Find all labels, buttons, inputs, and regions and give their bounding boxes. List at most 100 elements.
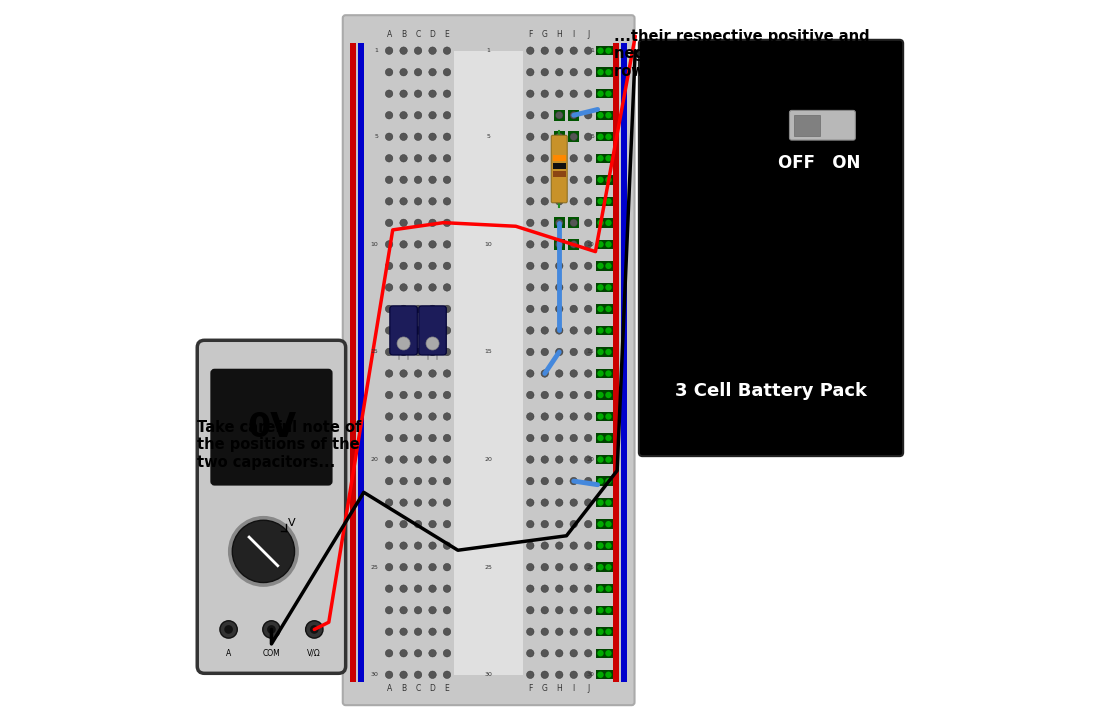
Circle shape — [584, 370, 592, 377]
Circle shape — [605, 435, 612, 441]
Circle shape — [597, 349, 604, 355]
Circle shape — [397, 337, 410, 350]
Circle shape — [385, 305, 393, 313]
Circle shape — [428, 240, 436, 248]
Circle shape — [385, 133, 393, 140]
Text: V/Ω: V/Ω — [307, 649, 321, 658]
Circle shape — [443, 671, 450, 678]
Bar — [569, 217, 580, 228]
Circle shape — [414, 198, 422, 205]
Circle shape — [605, 672, 612, 678]
Circle shape — [597, 413, 604, 420]
FancyBboxPatch shape — [639, 40, 903, 456]
Circle shape — [541, 176, 549, 184]
Circle shape — [555, 219, 563, 227]
Circle shape — [541, 413, 549, 421]
Circle shape — [605, 413, 612, 420]
Circle shape — [400, 521, 407, 528]
Circle shape — [428, 262, 436, 269]
Circle shape — [541, 154, 549, 162]
Circle shape — [570, 240, 577, 248]
Bar — [604, 348, 613, 357]
Circle shape — [570, 262, 577, 269]
Text: 30: 30 — [586, 673, 594, 677]
Circle shape — [541, 434, 549, 442]
Bar — [569, 110, 580, 121]
Circle shape — [527, 563, 534, 571]
Circle shape — [527, 219, 534, 227]
Circle shape — [605, 177, 612, 183]
Circle shape — [584, 198, 592, 205]
Circle shape — [555, 456, 563, 463]
Circle shape — [605, 456, 612, 463]
Bar — [604, 649, 613, 658]
Circle shape — [220, 620, 237, 638]
Text: OFF   ON: OFF ON — [777, 154, 860, 172]
Circle shape — [414, 499, 422, 506]
Circle shape — [428, 456, 436, 463]
Bar — [596, 197, 605, 206]
Bar — [596, 111, 605, 120]
Circle shape — [570, 198, 577, 205]
Bar — [794, 115, 820, 136]
Circle shape — [541, 133, 549, 140]
Circle shape — [605, 607, 612, 613]
Circle shape — [597, 327, 604, 334]
Circle shape — [570, 563, 577, 571]
Circle shape — [400, 69, 407, 76]
Text: A: A — [226, 649, 231, 658]
Circle shape — [385, 90, 393, 98]
Bar — [596, 434, 605, 443]
Circle shape — [385, 348, 393, 355]
Circle shape — [541, 628, 549, 636]
Circle shape — [414, 585, 422, 592]
Circle shape — [605, 542, 612, 549]
Text: 20: 20 — [485, 457, 492, 462]
Circle shape — [584, 477, 592, 485]
Circle shape — [414, 607, 422, 614]
Circle shape — [443, 219, 450, 227]
Bar — [596, 519, 605, 529]
Bar — [596, 282, 605, 292]
Circle shape — [597, 90, 604, 97]
Circle shape — [570, 176, 577, 184]
Circle shape — [443, 477, 450, 485]
Circle shape — [443, 542, 450, 550]
Circle shape — [414, 111, 422, 119]
Text: 30: 30 — [485, 673, 492, 677]
Circle shape — [597, 69, 604, 75]
Circle shape — [541, 47, 549, 54]
Bar — [604, 584, 613, 594]
Circle shape — [385, 499, 393, 506]
Circle shape — [584, 649, 592, 657]
Circle shape — [428, 671, 436, 678]
Circle shape — [428, 284, 436, 291]
Circle shape — [414, 542, 422, 550]
Circle shape — [428, 219, 436, 227]
Text: F: F — [528, 30, 532, 39]
Circle shape — [414, 154, 422, 162]
Circle shape — [541, 585, 549, 592]
Bar — [596, 412, 605, 421]
Circle shape — [443, 628, 450, 636]
Circle shape — [584, 542, 592, 550]
Circle shape — [570, 434, 577, 442]
Bar — [596, 670, 605, 679]
Circle shape — [605, 564, 612, 571]
Circle shape — [385, 327, 393, 334]
Text: 10: 10 — [586, 242, 594, 247]
Circle shape — [597, 500, 604, 506]
Circle shape — [597, 672, 604, 678]
Circle shape — [414, 348, 422, 355]
Text: A: A — [386, 684, 392, 693]
Circle shape — [428, 649, 436, 657]
Bar — [604, 261, 613, 271]
Bar — [596, 132, 605, 141]
Circle shape — [385, 521, 393, 528]
Bar — [604, 197, 613, 206]
Bar — [596, 326, 605, 335]
Bar — [604, 67, 613, 77]
Circle shape — [527, 649, 534, 657]
Circle shape — [527, 348, 534, 355]
Circle shape — [555, 671, 563, 678]
